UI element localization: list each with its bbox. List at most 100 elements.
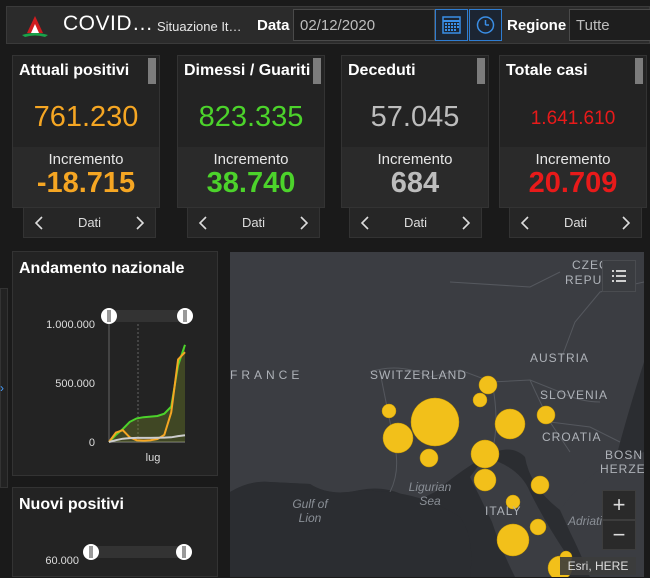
chevron-right-icon[interactable] — [135, 216, 145, 230]
map-label-italy: ITALY — [485, 504, 522, 518]
case-bubble[interactable] — [410, 397, 460, 447]
card-value: 761.230 — [33, 101, 139, 133]
case-bubble[interactable] — [505, 494, 521, 510]
card-title: Attuali positivi — [19, 62, 130, 79]
case-bubble[interactable] — [381, 403, 397, 419]
increment-label: Incremento — [48, 151, 124, 168]
y-tick-label: 500.000 — [55, 378, 95, 390]
panel-nuovi-positivi: Nuovi positivi 60.000 — [12, 487, 218, 577]
card-value: 57.045 — [370, 101, 460, 133]
case-bubble[interactable] — [536, 405, 556, 425]
case-bubble[interactable] — [419, 448, 439, 468]
map-label-croatia: CROATIA — [542, 430, 602, 444]
card-increment: Incremento 38.740 — [178, 147, 324, 207]
case-bubble[interactable] — [496, 523, 530, 557]
y-tick-label: 1.000.000 — [46, 319, 95, 331]
italy-logo — [22, 16, 48, 37]
card-title: Deceduti — [348, 62, 416, 79]
pager-label: Dati — [241, 215, 266, 230]
map-basemap — [230, 252, 644, 577]
increment-label: Incremento — [377, 151, 453, 168]
zoom-in-button[interactable]: + — [602, 490, 636, 520]
date-input[interactable] — [293, 9, 435, 41]
series-line — [108, 434, 186, 443]
pager-label: Dati — [77, 215, 102, 230]
range-slider-handle-mark — [183, 310, 187, 322]
pager-dimessi: Dati — [187, 207, 320, 238]
map-label-austria: AUSTRIA — [530, 351, 590, 365]
card-increment: Incremento -18.715 — [13, 147, 159, 207]
chevron-right-icon: › — [0, 381, 4, 395]
map-label-france: FRANCE — [230, 368, 304, 382]
card-totale-casi: Totale casi 1.641.610 Incremento 20.709 — [499, 55, 647, 208]
range-slider-track[interactable] — [91, 546, 185, 558]
range-slider-track[interactable] — [109, 310, 187, 322]
chevron-left-icon[interactable] — [34, 216, 44, 230]
chevron-left-icon[interactable] — [360, 216, 370, 230]
map-attribution: Esri, HERE — [560, 557, 636, 575]
zoom-out-button[interactable]: − — [602, 520, 636, 550]
region-select[interactable] — [569, 9, 650, 41]
calendar-button[interactable] — [435, 9, 468, 41]
pager-label: Dati — [563, 215, 588, 230]
app-subtitle: Situazione It… — [157, 19, 242, 34]
date-label: Data — [257, 17, 290, 34]
nuovi-positivi-chart: 60.000 — [45, 544, 192, 567]
chevron-right-icon[interactable] — [299, 216, 309, 230]
card-attuali-positivi: Attuali positivi 761.230 Incremento -18.… — [12, 55, 160, 208]
case-bubble[interactable] — [472, 392, 488, 408]
range-slider-handle-right-mark — [182, 546, 186, 558]
region-label: Regione — [507, 17, 567, 34]
increment-value: 20.709 — [528, 167, 618, 199]
x-tick-label: lug — [146, 452, 161, 464]
card-title: Totale casi — [506, 62, 588, 79]
card-title: Dimessi / Guariti — [184, 62, 311, 79]
legend-button[interactable] — [602, 260, 636, 292]
case-bubble[interactable] — [529, 518, 547, 536]
map-label-switzerland: SWITZERLAND — [370, 368, 468, 382]
y-tick-label: 0 — [89, 437, 95, 449]
map-label-bosnia-2: HERZEG — [600, 462, 644, 476]
case-bubble[interactable] — [530, 475, 550, 495]
case-bubble[interactable] — [494, 408, 526, 440]
card-scrollbar[interactable] — [477, 58, 485, 84]
chevron-right-icon[interactable] — [461, 216, 471, 230]
map-label-bosnia: BOSNI — [605, 448, 644, 462]
map-label-slovenia: SLOVENIA — [540, 388, 609, 402]
card-scrollbar[interactable] — [148, 58, 156, 84]
chevron-right-icon[interactable] — [621, 216, 631, 230]
side-panel-toggle[interactable]: › — [0, 288, 8, 488]
case-bubble[interactable] — [478, 375, 498, 395]
series-area — [109, 344, 185, 442]
sea-label-adriatic: Adriati — [567, 514, 602, 528]
case-bubble[interactable] — [470, 439, 500, 469]
increment-value: 684 — [390, 167, 440, 199]
range-slider-handle-left-mark — [89, 546, 93, 558]
chevron-left-icon[interactable] — [520, 216, 530, 230]
sea-label-gulf-of-lion: Gulf of Lion — [292, 497, 328, 525]
andamento-chart: 1.000.000 500.000 0 lug — [46, 308, 193, 464]
land-mass — [230, 252, 644, 522]
app-header: COVID… Situazione It… Data Regione — [6, 6, 650, 44]
card-dimessi-guariti: Dimessi / Guariti 823.335 Incremento 38.… — [177, 55, 325, 208]
increment-label: Incremento — [213, 151, 289, 168]
clock-icon — [476, 16, 495, 34]
pager-attuali: Dati — [23, 207, 156, 238]
case-bubble[interactable] — [473, 468, 497, 492]
map-view[interactable]: FRANCE SWITZERLAND AUSTRIA SLOVENIA CROA… — [230, 252, 644, 577]
card-scrollbar[interactable] — [635, 58, 643, 84]
card-value: 823.335 — [198, 101, 304, 133]
case-bubble[interactable] — [382, 422, 414, 454]
card-value: 1.641.610 — [530, 108, 616, 129]
app-title: COVID… — [63, 12, 154, 35]
increment-value: 38.740 — [206, 167, 296, 199]
card-increment: Incremento 684 — [342, 147, 488, 207]
chevron-left-icon[interactable] — [198, 216, 208, 230]
pager-label: Dati — [403, 215, 428, 230]
pager-deceduti: Dati — [349, 207, 482, 238]
sea — [230, 481, 472, 577]
clock-button[interactable] — [469, 9, 502, 41]
series-line — [108, 351, 186, 443]
case-bubbles — [381, 375, 573, 577]
card-scrollbar[interactable] — [313, 58, 321, 84]
